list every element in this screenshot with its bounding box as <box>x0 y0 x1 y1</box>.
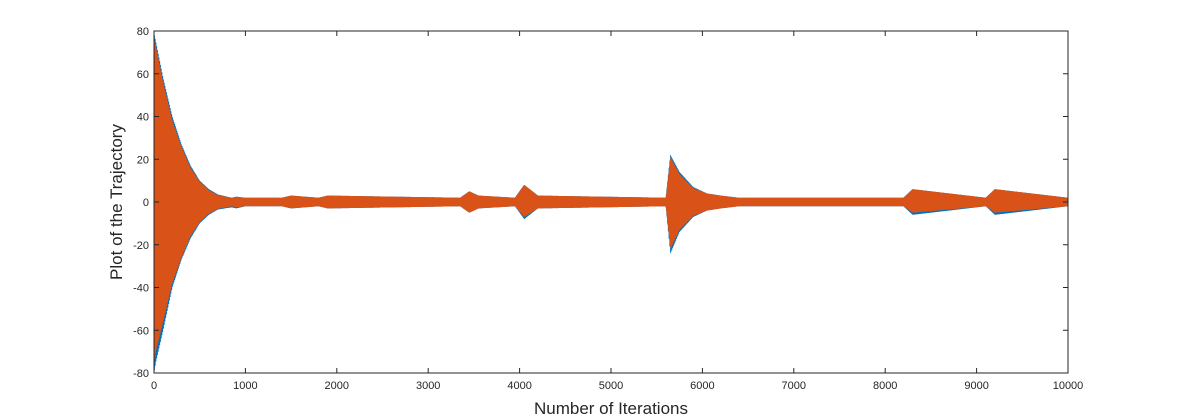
y-tick-label: -80 <box>133 368 149 380</box>
x-tick-label: 2000 <box>325 380 349 392</box>
x-tick-label: 1000 <box>233 380 257 392</box>
series-2-line <box>154 41 1068 359</box>
x-axis-label: Number of Iterations <box>534 399 688 418</box>
y-tick-label: 0 <box>143 197 149 209</box>
y-tick-label: 20 <box>137 154 149 166</box>
x-tick-label: 7000 <box>782 380 806 392</box>
y-tick-label: -40 <box>133 283 149 295</box>
x-tick-label: 9000 <box>964 380 988 392</box>
x-tick-label: 5000 <box>599 380 623 392</box>
plot-area <box>153 30 1069 374</box>
x-tick-label: 6000 <box>690 380 714 392</box>
y-tick-label: 80 <box>137 26 149 38</box>
ticks-layer: 0 1000 2000 3000 4000 5000 6000 7000 8000 9000 100… <box>133 26 1083 392</box>
x-tick-label: 0 <box>151 380 157 392</box>
y-tick-label: -20 <box>133 240 149 252</box>
x-tick-label: 4000 <box>507 380 531 392</box>
y-tick-label: 40 <box>137 112 149 124</box>
y-tick-label: 60 <box>137 69 149 81</box>
x-tick-label: 3000 <box>416 380 440 392</box>
x-tick-label: 8000 <box>873 380 897 392</box>
x-tick-label: 10000 <box>1053 380 1084 392</box>
y-axis-label: Plot of the Trajectory <box>107 124 126 280</box>
y-tick-label: -60 <box>133 325 149 337</box>
